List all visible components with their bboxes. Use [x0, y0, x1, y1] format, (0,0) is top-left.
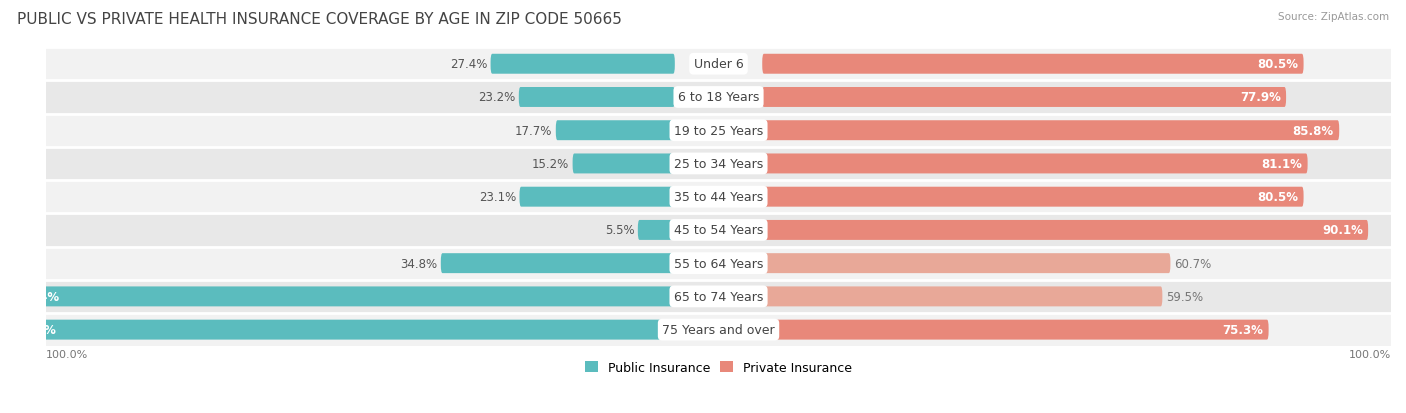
Text: 19 to 25 Years: 19 to 25 Years: [673, 124, 763, 138]
Text: 65 to 74 Years: 65 to 74 Years: [673, 290, 763, 303]
FancyBboxPatch shape: [46, 114, 1391, 147]
Text: Under 6: Under 6: [693, 58, 744, 71]
Text: 80.5%: 80.5%: [1257, 191, 1298, 204]
Text: 6 to 18 Years: 6 to 18 Years: [678, 91, 759, 104]
Text: 100.0%: 100.0%: [46, 349, 89, 359]
Text: 45 to 54 Years: 45 to 54 Years: [673, 224, 763, 237]
FancyBboxPatch shape: [555, 121, 675, 141]
FancyBboxPatch shape: [762, 121, 1340, 141]
Text: 17.7%: 17.7%: [515, 124, 553, 138]
Text: 23.2%: 23.2%: [478, 91, 516, 104]
Text: 60.7%: 60.7%: [1174, 257, 1211, 270]
FancyBboxPatch shape: [762, 187, 1303, 207]
FancyBboxPatch shape: [572, 154, 675, 174]
Text: 98.4%: 98.4%: [18, 290, 59, 303]
Text: Source: ZipAtlas.com: Source: ZipAtlas.com: [1278, 12, 1389, 22]
Text: 55 to 64 Years: 55 to 64 Years: [673, 257, 763, 270]
FancyBboxPatch shape: [46, 280, 1391, 313]
Text: 100.0%: 100.0%: [7, 323, 56, 336]
Text: 81.1%: 81.1%: [1261, 158, 1302, 171]
FancyBboxPatch shape: [762, 221, 1368, 240]
Text: 35 to 44 Years: 35 to 44 Years: [673, 191, 763, 204]
FancyBboxPatch shape: [762, 320, 1268, 340]
FancyBboxPatch shape: [46, 214, 1391, 247]
Text: 90.1%: 90.1%: [1322, 224, 1362, 237]
FancyBboxPatch shape: [46, 81, 1391, 114]
FancyBboxPatch shape: [762, 154, 1308, 174]
Text: 23.1%: 23.1%: [479, 191, 516, 204]
Text: 85.8%: 85.8%: [1292, 124, 1334, 138]
Text: 27.4%: 27.4%: [450, 58, 488, 71]
FancyBboxPatch shape: [13, 287, 675, 306]
Text: 100.0%: 100.0%: [1348, 349, 1391, 359]
FancyBboxPatch shape: [638, 221, 675, 240]
FancyBboxPatch shape: [519, 187, 675, 207]
Text: 34.8%: 34.8%: [401, 257, 437, 270]
Text: 75 Years and over: 75 Years and over: [662, 323, 775, 336]
Legend: Public Insurance, Private Insurance: Public Insurance, Private Insurance: [581, 356, 856, 379]
Text: 77.9%: 77.9%: [1240, 91, 1281, 104]
Text: 59.5%: 59.5%: [1166, 290, 1204, 303]
FancyBboxPatch shape: [491, 55, 675, 74]
FancyBboxPatch shape: [46, 180, 1391, 214]
FancyBboxPatch shape: [519, 88, 675, 108]
FancyBboxPatch shape: [46, 247, 1391, 280]
FancyBboxPatch shape: [46, 48, 1391, 81]
Text: 80.5%: 80.5%: [1257, 58, 1298, 71]
Text: 75.3%: 75.3%: [1222, 323, 1263, 336]
FancyBboxPatch shape: [762, 55, 1303, 74]
FancyBboxPatch shape: [441, 254, 675, 273]
FancyBboxPatch shape: [762, 88, 1286, 108]
FancyBboxPatch shape: [762, 287, 1163, 306]
Text: 5.5%: 5.5%: [605, 224, 634, 237]
FancyBboxPatch shape: [46, 313, 1391, 347]
FancyBboxPatch shape: [46, 147, 1391, 180]
FancyBboxPatch shape: [762, 254, 1170, 273]
FancyBboxPatch shape: [3, 320, 675, 340]
Text: 25 to 34 Years: 25 to 34 Years: [673, 158, 763, 171]
Text: PUBLIC VS PRIVATE HEALTH INSURANCE COVERAGE BY AGE IN ZIP CODE 50665: PUBLIC VS PRIVATE HEALTH INSURANCE COVER…: [17, 12, 621, 27]
Text: 15.2%: 15.2%: [531, 158, 569, 171]
